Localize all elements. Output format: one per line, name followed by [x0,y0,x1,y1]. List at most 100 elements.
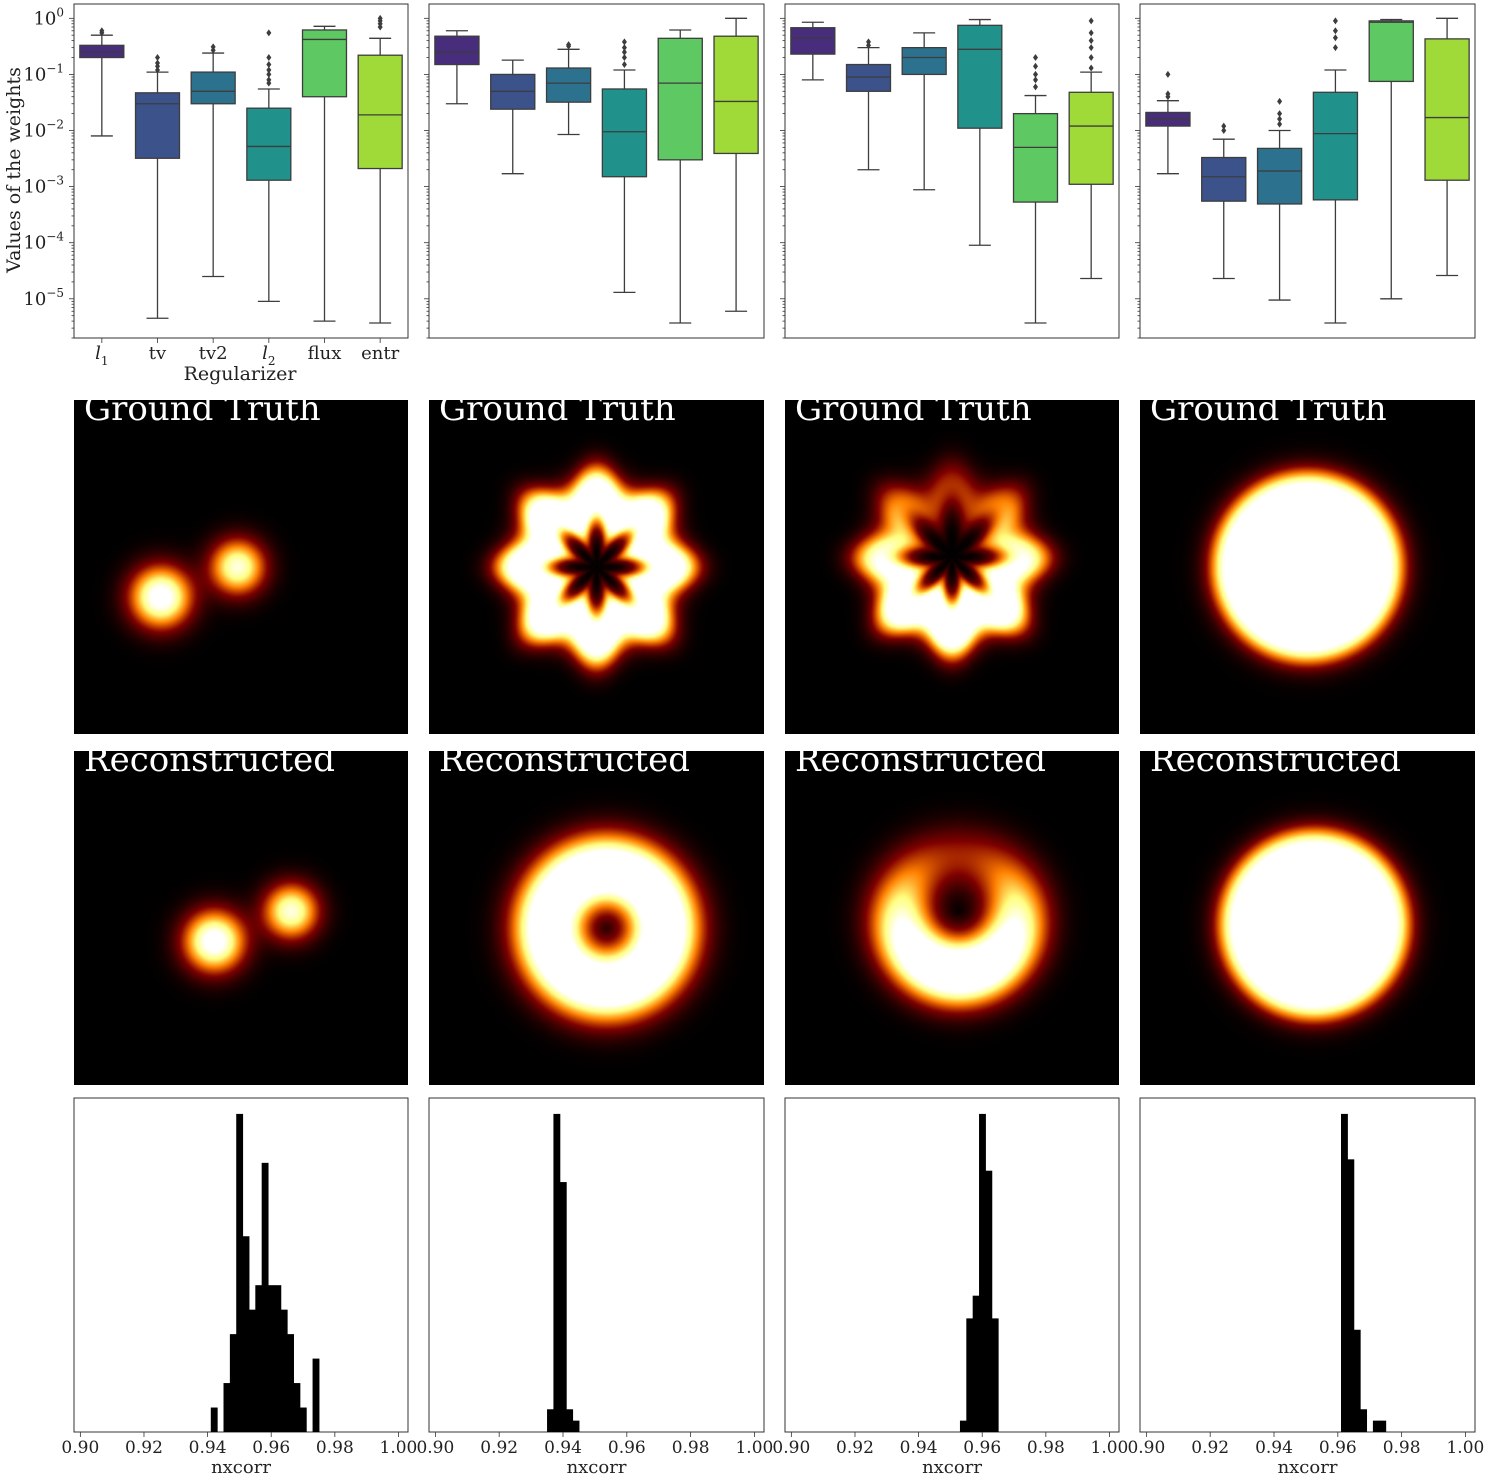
x-tick-label: 0.94 [544,1438,582,1458]
histogram-bar [293,1383,301,1432]
outlier-point [1332,17,1338,25]
x-tick-label: 0.98 [1027,1438,1065,1458]
outlier-point [1033,70,1038,78]
histogram-panel-3: 0.90 0.92 0.94 0.96 0.98 1.00 nxcorr [772,1097,1129,1478]
box-1 [790,21,836,81]
box-iqr [545,67,592,103]
box-entr: entr [357,14,403,364]
outlier-point [155,66,160,74]
x-tick-label: 0.90 [61,1438,99,1458]
box-iqr [1201,156,1247,202]
histogram-bar [959,1420,967,1432]
histogram-bar [210,1407,218,1432]
outlier-point [1033,83,1038,91]
outlier-point [1221,127,1227,135]
box-3 [1256,97,1303,301]
x-tick-label: flux [308,343,342,364]
x-tick-label: 0.92 [836,1438,874,1458]
histogram-bar [1353,1329,1361,1432]
histogram-bar [268,1285,275,1432]
outlier-point [1277,110,1283,118]
x-tick-label: 1.00 [1091,1438,1129,1458]
axes-frame [428,1097,765,1433]
outlier-point [1332,34,1338,42]
image-title: Reconstructed [795,740,1046,780]
box-iqr [1312,91,1359,201]
reconstructed-image-3: Reconstructed [785,740,1119,1085]
box-iqr [79,44,125,59]
outlier-point [1088,29,1094,37]
box-4 [957,18,1003,246]
histogram-bar [572,1420,580,1432]
x-tick-label: 0.96 [252,1438,290,1458]
reconstructed-image-2: Reconstructed [429,740,764,1085]
x-axis-label: nxcorr [567,1457,627,1478]
ground-truth-image-3: Ground Truth [785,389,1119,734]
y-axis-label: Values of the weights [3,67,25,274]
image-title: Ground Truth [1150,389,1387,429]
box-iqr [134,92,181,159]
box-2 [1201,122,1247,280]
box-iqr [1068,91,1114,185]
histogram-bar [566,1409,574,1432]
outlier-point [1033,62,1038,70]
box-iqr [1368,20,1414,83]
outlier-point [266,70,272,78]
image-raster [1140,400,1475,734]
box-iqr [246,107,292,181]
histogram-bar [966,1318,974,1432]
histogram-bar [1347,1159,1355,1432]
x-tick-label: l1 [95,343,108,368]
box-iqr [957,24,1003,129]
x-axis-label: nxcorr [1278,1457,1338,1478]
outlier-point [566,41,572,49]
box-iqr [301,29,348,98]
x-tick-label: 0.90 [772,1438,810,1458]
y-tick-label: 10−3 [23,174,64,198]
image-title: Ground Truth [795,389,1032,429]
box-5 [1012,54,1059,324]
image-panels: Ground Truth Ground Truth Ground Truth Grou… [74,389,1475,1085]
x-tick-label: 1.00 [380,1438,418,1458]
x-tick-label: 0.98 [672,1438,710,1458]
x-tick-label: 0.94 [189,1438,227,1458]
box-1 [1145,70,1191,175]
outlier-point [1277,120,1283,128]
y-tick-label: 10−1 [23,61,64,85]
image-title: Ground Truth [439,389,676,429]
histogram-bar [985,1170,993,1432]
image-title: Ground Truth [84,389,321,429]
histogram-bar [972,1295,980,1432]
box-3 [901,32,947,191]
x-axis-label: nxcorr [211,1457,271,1478]
histogram-bar [299,1407,307,1432]
box-iqr [1012,112,1059,203]
axes-frame [784,3,1120,339]
box-iqr [601,88,648,178]
histogram-bar [255,1285,263,1432]
histogram-panel-1: 0.90 0.92 0.94 0.96 0.98 1.00 nxcorr [61,1097,418,1478]
y-tick-label: 10−5 [23,286,64,310]
outlier-point [866,38,871,46]
outlier-point [1332,44,1338,52]
x-tick-label: 0.96 [1319,1438,1357,1458]
image-title: Reconstructed [84,740,335,780]
box-5 [657,29,703,324]
box-l1: l1 [79,27,125,368]
x-tick-label: 0.92 [125,1438,163,1458]
outlier-point [1165,90,1171,98]
image-raster [74,400,408,734]
ground-truth-image-4: Ground Truth [1140,389,1475,734]
outlier-point [1033,76,1038,84]
axes-frame [73,3,409,339]
histogram-bar [991,1318,999,1432]
image-raster [429,400,764,734]
histogram-bar [547,1409,554,1432]
x-axis-label: nxcorr [922,1457,982,1478]
outlier-point [1277,115,1283,123]
image-title: Reconstructed [439,740,690,780]
box-iqr [901,46,947,76]
histogram-bar [1379,1420,1387,1432]
x-tick-label: entr [361,343,399,364]
